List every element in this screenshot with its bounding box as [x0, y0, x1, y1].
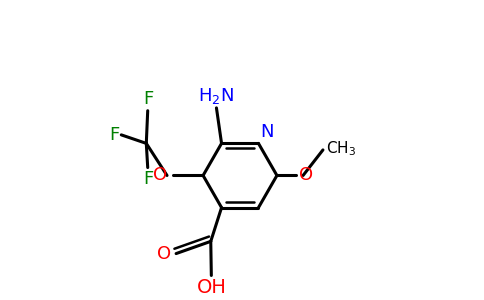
Text: O: O [299, 167, 313, 184]
Text: F: F [143, 90, 153, 108]
Text: O: O [157, 244, 171, 262]
Text: CH$_3$: CH$_3$ [326, 139, 356, 158]
Text: H$_2$N: H$_2$N [198, 85, 234, 106]
Text: OH: OH [197, 278, 226, 297]
Text: O: O [153, 167, 167, 184]
Text: F: F [110, 126, 120, 144]
Text: F: F [143, 170, 153, 188]
Text: N: N [261, 123, 274, 141]
